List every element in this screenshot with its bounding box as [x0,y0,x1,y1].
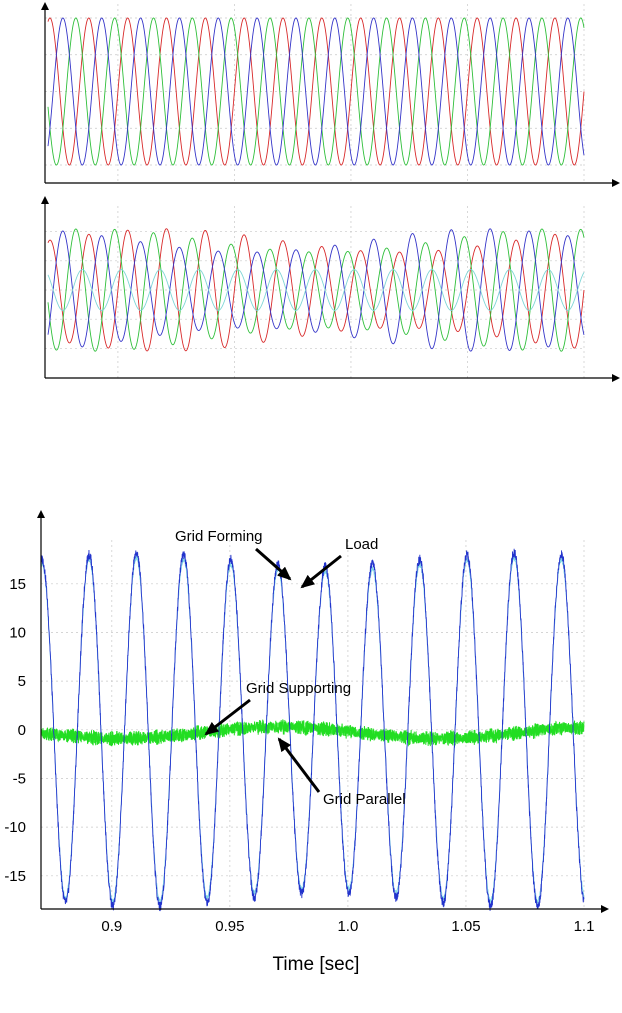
annotation-grid-forming: Grid Forming [175,528,263,545]
y-tick-label: 5 [18,673,26,690]
x-tick-label: 1.05 [451,918,480,935]
series-line-1 [47,17,585,166]
y-tick-label: -5 [13,770,26,787]
series-line-3 [47,228,585,352]
annotation-arrow-grid-supporting [204,698,251,736]
x-tick-label: 0.9 [101,918,122,935]
x-tick-label: 0.95 [215,918,244,935]
y-tick-label: -10 [4,819,26,836]
series-line-grid-supporting [40,719,585,747]
y-tick-label: -15 [4,868,26,885]
annotation-grid-parallel: Grid Parallel [323,791,406,808]
series-line-1 [47,228,585,352]
x-tick-labels: 0.9 0.95 1.0 1.05 1.1 [101,918,594,935]
annotation-grid-supporting: Grid Supporting [246,680,351,697]
series-line-grid-forming [40,548,585,912]
annotation-load: Load [345,536,378,553]
series-line-3 [47,17,585,166]
y-tick-labels: 15 10 5 0 -5 -10 -15 [4,576,26,885]
series-line-2 [47,17,585,166]
series-line-2 [47,228,585,352]
x-tick-label: 1.1 [574,918,595,935]
chart-series-group [40,548,585,912]
current-chart: 15 10 5 0 -5 -10 -15 0.9 0.95 1.0 1.05 1.1 Time [s… [4,510,609,975]
x-tick-label: 1.0 [337,918,358,935]
annotation-arrow-grid-parallel [277,737,321,793]
three-phase-chart-bottom [41,196,620,382]
series-line-4 [47,269,585,311]
y-tick-label: 10 [9,624,26,641]
chart-grid [45,4,585,183]
three-phase-chart-top [41,2,620,187]
chart-series-group [47,17,585,166]
y-tick-label: 15 [9,576,26,593]
annotation-arrow-grid-forming [255,547,292,581]
y-tick-label: 0 [18,722,26,739]
chart-series-group [47,228,585,352]
annotation-arrow-load [300,554,342,589]
x-axis-label: Time [sec] [273,954,360,975]
